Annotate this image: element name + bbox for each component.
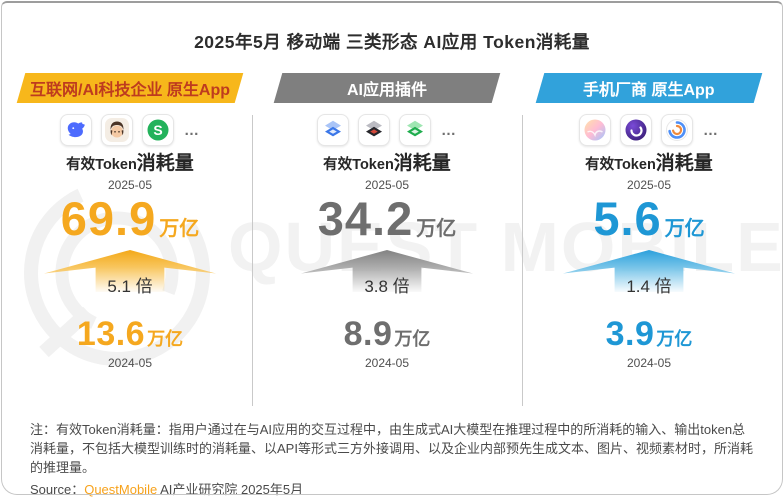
current-value: 69.9 万亿 bbox=[60, 192, 200, 245]
plugin-layers-green-icon bbox=[399, 114, 431, 146]
previous-period: 2024-05 bbox=[626, 356, 672, 370]
purple-orb-assistant-icon bbox=[620, 114, 652, 146]
previous-value: 13.6 万亿 bbox=[76, 315, 184, 353]
growth-multiple: 3.8 倍 bbox=[364, 277, 410, 296]
previous-value: 3.9 万亿 bbox=[605, 315, 693, 353]
doubao-avatar-icon bbox=[101, 114, 133, 146]
segment-banner: 互联网/AI科技企业 原生App bbox=[16, 73, 244, 103]
current-period: 2025-05 bbox=[626, 178, 672, 192]
previous-period: 2024-05 bbox=[107, 356, 153, 370]
plugin-layers-blue-icon bbox=[317, 114, 349, 146]
green-s-app-icon: S bbox=[142, 114, 174, 146]
column-divider bbox=[252, 115, 253, 406]
current-period: 2025-05 bbox=[107, 178, 153, 192]
metric-label: 有效Token消耗量 bbox=[585, 153, 713, 174]
previous-value: 8.9 万亿 bbox=[343, 315, 431, 353]
questmobile-logo-watermark-icon bbox=[24, 180, 210, 366]
watermark-text: QUEST MOBILE bbox=[228, 208, 784, 286]
app-icons-row: … bbox=[579, 114, 719, 146]
growth-multiple: 1.4 倍 bbox=[626, 277, 672, 296]
app-icons-row: S … bbox=[60, 114, 200, 146]
plugin-layers-dark-icon bbox=[358, 114, 390, 146]
growth-arrow: 1.4 倍 bbox=[563, 250, 735, 296]
source-prefix: Source： bbox=[30, 481, 85, 497]
segment-banner-label: 互联网/AI科技企业 原生App bbox=[30, 82, 230, 99]
previous-period: 2024-05 bbox=[364, 356, 410, 370]
growth-multiple: 5.1 倍 bbox=[107, 277, 153, 296]
segment-banner: AI应用插件 bbox=[273, 73, 501, 103]
segment-column-phone-vendor-apps: 手机厂商 原生App bbox=[522, 73, 776, 369]
deepseek-whale-icon bbox=[60, 114, 92, 146]
source-rest: AI产业研究院 2025年5月 bbox=[157, 481, 304, 497]
metric-label: 有效Token消耗量 bbox=[66, 153, 194, 174]
growth-arrow: 5.1 倍 bbox=[44, 250, 216, 296]
column-divider bbox=[522, 115, 523, 406]
svg-text:S: S bbox=[153, 122, 162, 138]
more-apps-ellipsis: … bbox=[184, 121, 200, 139]
pastel-orb-assistant-icon bbox=[579, 114, 611, 146]
source-brand: QuestMobile bbox=[84, 481, 158, 497]
segment-banner: 手机厂商 原生App bbox=[535, 73, 763, 103]
current-value: 5.6 万亿 bbox=[593, 192, 705, 245]
more-apps-ellipsis: … bbox=[441, 121, 457, 139]
segments-row: 互联网/AI科技企业 原生App bbox=[8, 73, 776, 369]
app-icons-row: … bbox=[317, 114, 457, 146]
segment-column-internet-ai-apps: 互联网/AI科技企业 原生App bbox=[8, 73, 252, 369]
segment-banner-label: AI应用插件 bbox=[346, 82, 427, 99]
footnote: 注：有效Token消耗量：指用户通过在与AI应用的交互过程中，由生成式AI大模型… bbox=[30, 421, 756, 499]
metric-label: 有效Token消耗量 bbox=[323, 153, 451, 174]
source-line: Source：QuestMobile AI产业研究院 2025年5月 bbox=[30, 481, 756, 499]
segment-column-ai-plugins: AI应用插件 bbox=[252, 73, 522, 369]
more-apps-ellipsis: … bbox=[703, 121, 719, 139]
blue-swirl-assistant-icon bbox=[661, 114, 693, 146]
page-title: 2025年5月 移动端 三类形态 AI应用 Token消耗量 bbox=[194, 32, 590, 52]
current-period: 2025-05 bbox=[364, 178, 410, 192]
note-text: 注：有效Token消耗量：指用户通过在与AI应用的交互过程中，由生成式AI大模型… bbox=[30, 422, 753, 475]
segment-banner-label: 手机厂商 原生App bbox=[583, 82, 715, 99]
growth-arrow: 3.8 倍 bbox=[301, 250, 473, 296]
current-value: 34.2 万亿 bbox=[317, 192, 457, 245]
